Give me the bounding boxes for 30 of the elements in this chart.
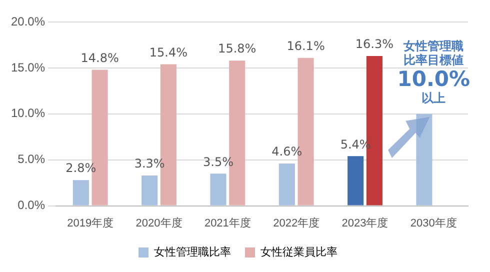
bar xyxy=(210,174,226,206)
y-tick-label: 10.0% xyxy=(10,106,46,120)
x-tick-label: 2020年度 xyxy=(136,216,182,230)
y-tick-label: 15.0% xyxy=(10,60,46,74)
data-label: 2.8% xyxy=(66,161,96,176)
annotation: 以上 xyxy=(420,90,447,106)
data-label: 15.8% xyxy=(218,42,256,56)
bar xyxy=(278,164,295,206)
y-tick-label: 0.0% xyxy=(18,198,46,212)
annotation: 女性管理職比率目標値 xyxy=(402,38,465,68)
x-tick-label: 2019年度 xyxy=(67,216,114,230)
data-label: 14.8% xyxy=(80,50,119,65)
y-tick-label: 5.0% xyxy=(18,152,46,166)
data-label: 4.6% xyxy=(272,144,302,159)
data-label: 16.1% xyxy=(286,38,325,53)
x-tick-label: 2023年度 xyxy=(342,216,388,230)
annotation: 10.0% xyxy=(396,67,472,92)
data-label: 3.5% xyxy=(202,154,234,169)
data-label: 15.4% xyxy=(149,45,188,60)
legend-label: 女性管理職比率 xyxy=(154,246,231,259)
y-tick-label: 20.0% xyxy=(10,14,46,28)
data-label: 16.3% xyxy=(355,37,394,52)
x-tick-label: 2022年度 xyxy=(273,216,320,230)
x-tick-label: 2030年度 xyxy=(410,216,457,230)
x-tick-label: 2021年度 xyxy=(204,216,251,230)
bar xyxy=(142,175,158,206)
bar xyxy=(348,156,364,206)
data-label: 3.3% xyxy=(134,156,165,171)
legend-label: 女性従業員比率 xyxy=(260,246,338,259)
bar xyxy=(72,180,89,206)
